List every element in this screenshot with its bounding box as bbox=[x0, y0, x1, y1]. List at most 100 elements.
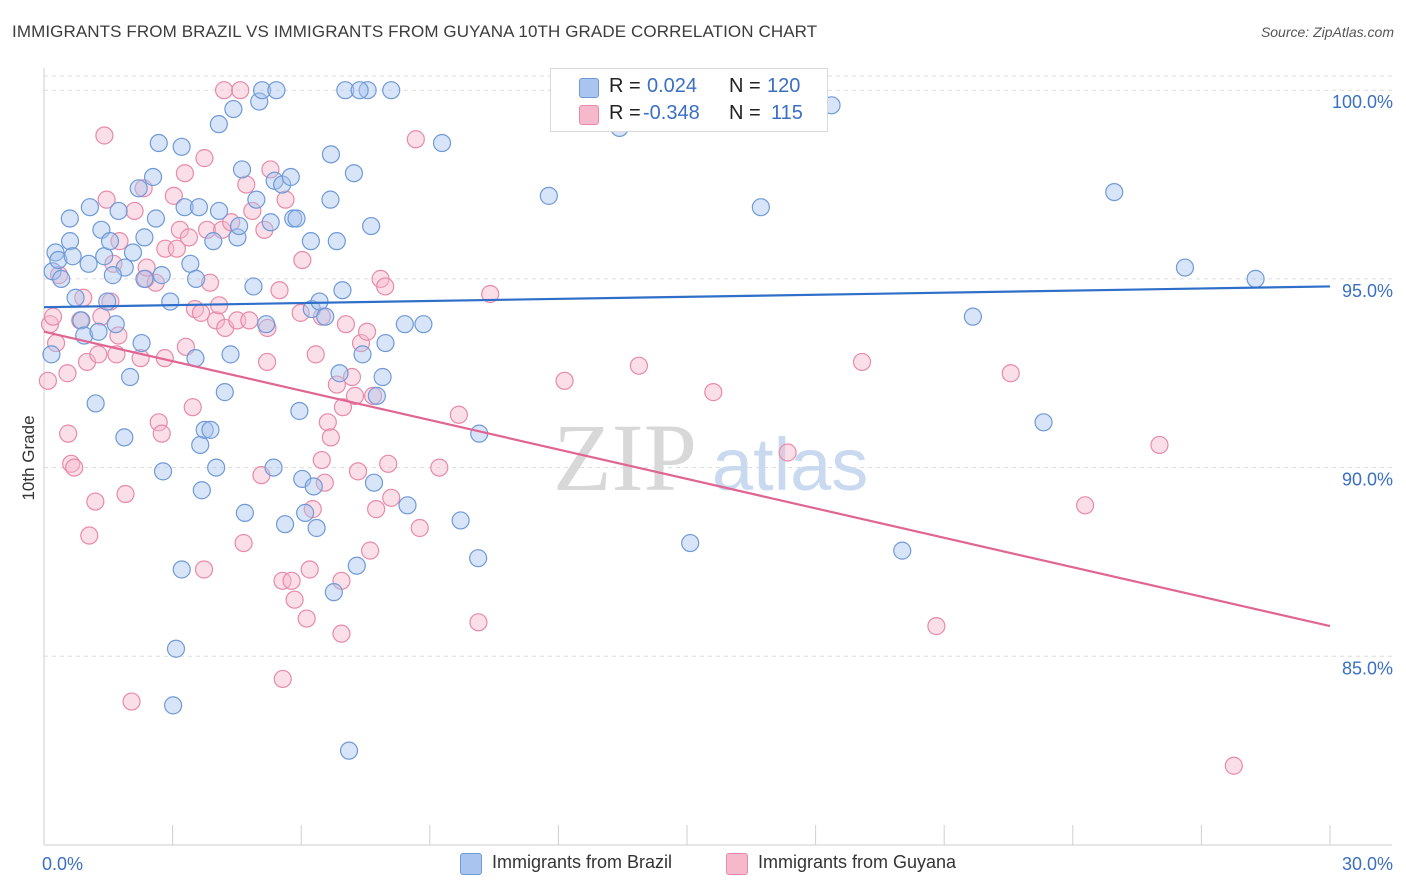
brazil-point bbox=[321, 190, 340, 209]
brazil-point bbox=[252, 81, 272, 100]
guyana-point bbox=[240, 311, 259, 330]
brazil-point bbox=[72, 311, 91, 330]
guyana-swatch bbox=[579, 105, 599, 125]
guyana-point bbox=[360, 541, 380, 560]
guyana-point bbox=[149, 413, 168, 432]
guyana-point bbox=[58, 364, 77, 383]
guyana-point bbox=[38, 371, 58, 390]
guyana-point bbox=[167, 239, 186, 258]
guyana-point bbox=[778, 443, 797, 462]
guyana-point bbox=[1076, 496, 1095, 515]
guyana-legend-swatch bbox=[726, 853, 748, 875]
brazil-point bbox=[681, 533, 700, 553]
brazil-point bbox=[963, 307, 982, 326]
guyana-point bbox=[110, 232, 129, 251]
brazil-point bbox=[60, 232, 80, 251]
brazil-point bbox=[221, 345, 240, 364]
brazil-point bbox=[192, 481, 211, 500]
brazil-point bbox=[186, 269, 206, 288]
guyana-point bbox=[243, 201, 262, 221]
guyana-point bbox=[629, 356, 649, 375]
brazil-point bbox=[42, 345, 61, 364]
brazil-point bbox=[751, 198, 770, 217]
brazil-point bbox=[66, 288, 85, 307]
brazil-point bbox=[143, 167, 163, 187]
brazil-point bbox=[376, 333, 395, 353]
x-tick-labels: 0.0% 30.0% bbox=[42, 854, 1393, 874]
brazil-point bbox=[398, 496, 417, 515]
brazil-point bbox=[244, 277, 263, 296]
brazil-point bbox=[373, 367, 392, 387]
brazil-point bbox=[209, 115, 228, 134]
brazil-point bbox=[350, 81, 369, 100]
guyana-point bbox=[367, 500, 386, 519]
guyana-trend-line bbox=[43, 330, 1331, 628]
r-label: R = bbox=[609, 75, 641, 97]
guyana-point bbox=[191, 303, 211, 322]
guyana-point bbox=[95, 126, 114, 145]
brazil-point bbox=[207, 458, 226, 477]
guyana-point bbox=[270, 281, 289, 300]
guyana-point bbox=[336, 315, 356, 334]
guyana-point bbox=[257, 352, 277, 372]
x-tick-label: 30.0% bbox=[1342, 854, 1393, 874]
brazil-point bbox=[330, 364, 349, 383]
y-tick-labels: 85.0% 90.0% 95.0% 100.0% bbox=[1332, 92, 1393, 678]
guyana-point bbox=[345, 386, 365, 405]
guyana-point bbox=[315, 473, 334, 492]
guyana-point bbox=[65, 458, 84, 477]
brazil-point bbox=[166, 639, 186, 658]
guyana-point bbox=[285, 590, 304, 609]
guyana-point bbox=[291, 303, 310, 322]
brazil-point bbox=[209, 201, 229, 221]
guyana-point bbox=[255, 220, 274, 239]
brazil-point bbox=[327, 232, 346, 251]
brazil-point bbox=[98, 292, 117, 311]
guyana-point bbox=[195, 149, 214, 168]
brazil-point bbox=[382, 81, 401, 100]
brazil-point bbox=[100, 232, 120, 251]
brazil-point bbox=[106, 315, 125, 334]
y-tick-label: 85.0% bbox=[1342, 658, 1393, 678]
brazil-point bbox=[60, 209, 79, 228]
brazil-point bbox=[1246, 269, 1265, 288]
brazil-point bbox=[149, 133, 168, 153]
guyana-legend-label: Immigrants from Guyana bbox=[758, 852, 957, 872]
brazil-legend-label: Immigrants from Brazil bbox=[492, 852, 673, 872]
brazil-swatch bbox=[579, 78, 599, 98]
brazil-point bbox=[172, 137, 191, 156]
guyana-point bbox=[410, 518, 429, 538]
guyana-point bbox=[1001, 364, 1020, 383]
guyana-point bbox=[481, 284, 500, 304]
brazil-point bbox=[539, 186, 558, 205]
brazil-point bbox=[247, 190, 266, 209]
brazil-point bbox=[333, 281, 352, 300]
guyana-point bbox=[333, 398, 353, 417]
n-label: N = bbox=[729, 75, 761, 97]
brazil-point bbox=[893, 541, 912, 560]
brazil-point bbox=[316, 307, 335, 326]
brazil-point bbox=[301, 232, 320, 251]
guyana-point bbox=[282, 571, 301, 590]
guyana-point bbox=[183, 398, 202, 417]
r-value: -0.348 bbox=[643, 102, 700, 124]
brazil-point bbox=[235, 503, 254, 522]
brazil-point bbox=[1105, 182, 1124, 202]
brazil-point bbox=[364, 473, 384, 492]
guyana-point bbox=[348, 462, 368, 481]
guyana-point bbox=[357, 322, 377, 341]
r-label: R = bbox=[609, 102, 641, 124]
guyana-point bbox=[261, 160, 280, 179]
brazil-points bbox=[42, 81, 1265, 760]
brazil-point bbox=[52, 269, 71, 288]
brazil-point bbox=[414, 315, 433, 334]
brazil-point bbox=[347, 556, 366, 575]
watermark-atlas: atlas bbox=[712, 423, 868, 506]
axes bbox=[43, 68, 1392, 846]
brazil-point bbox=[336, 81, 355, 100]
guyana-point bbox=[1150, 435, 1169, 455]
brazil-point bbox=[123, 243, 143, 262]
brazil-point bbox=[129, 179, 148, 198]
brazil-point bbox=[135, 269, 154, 288]
